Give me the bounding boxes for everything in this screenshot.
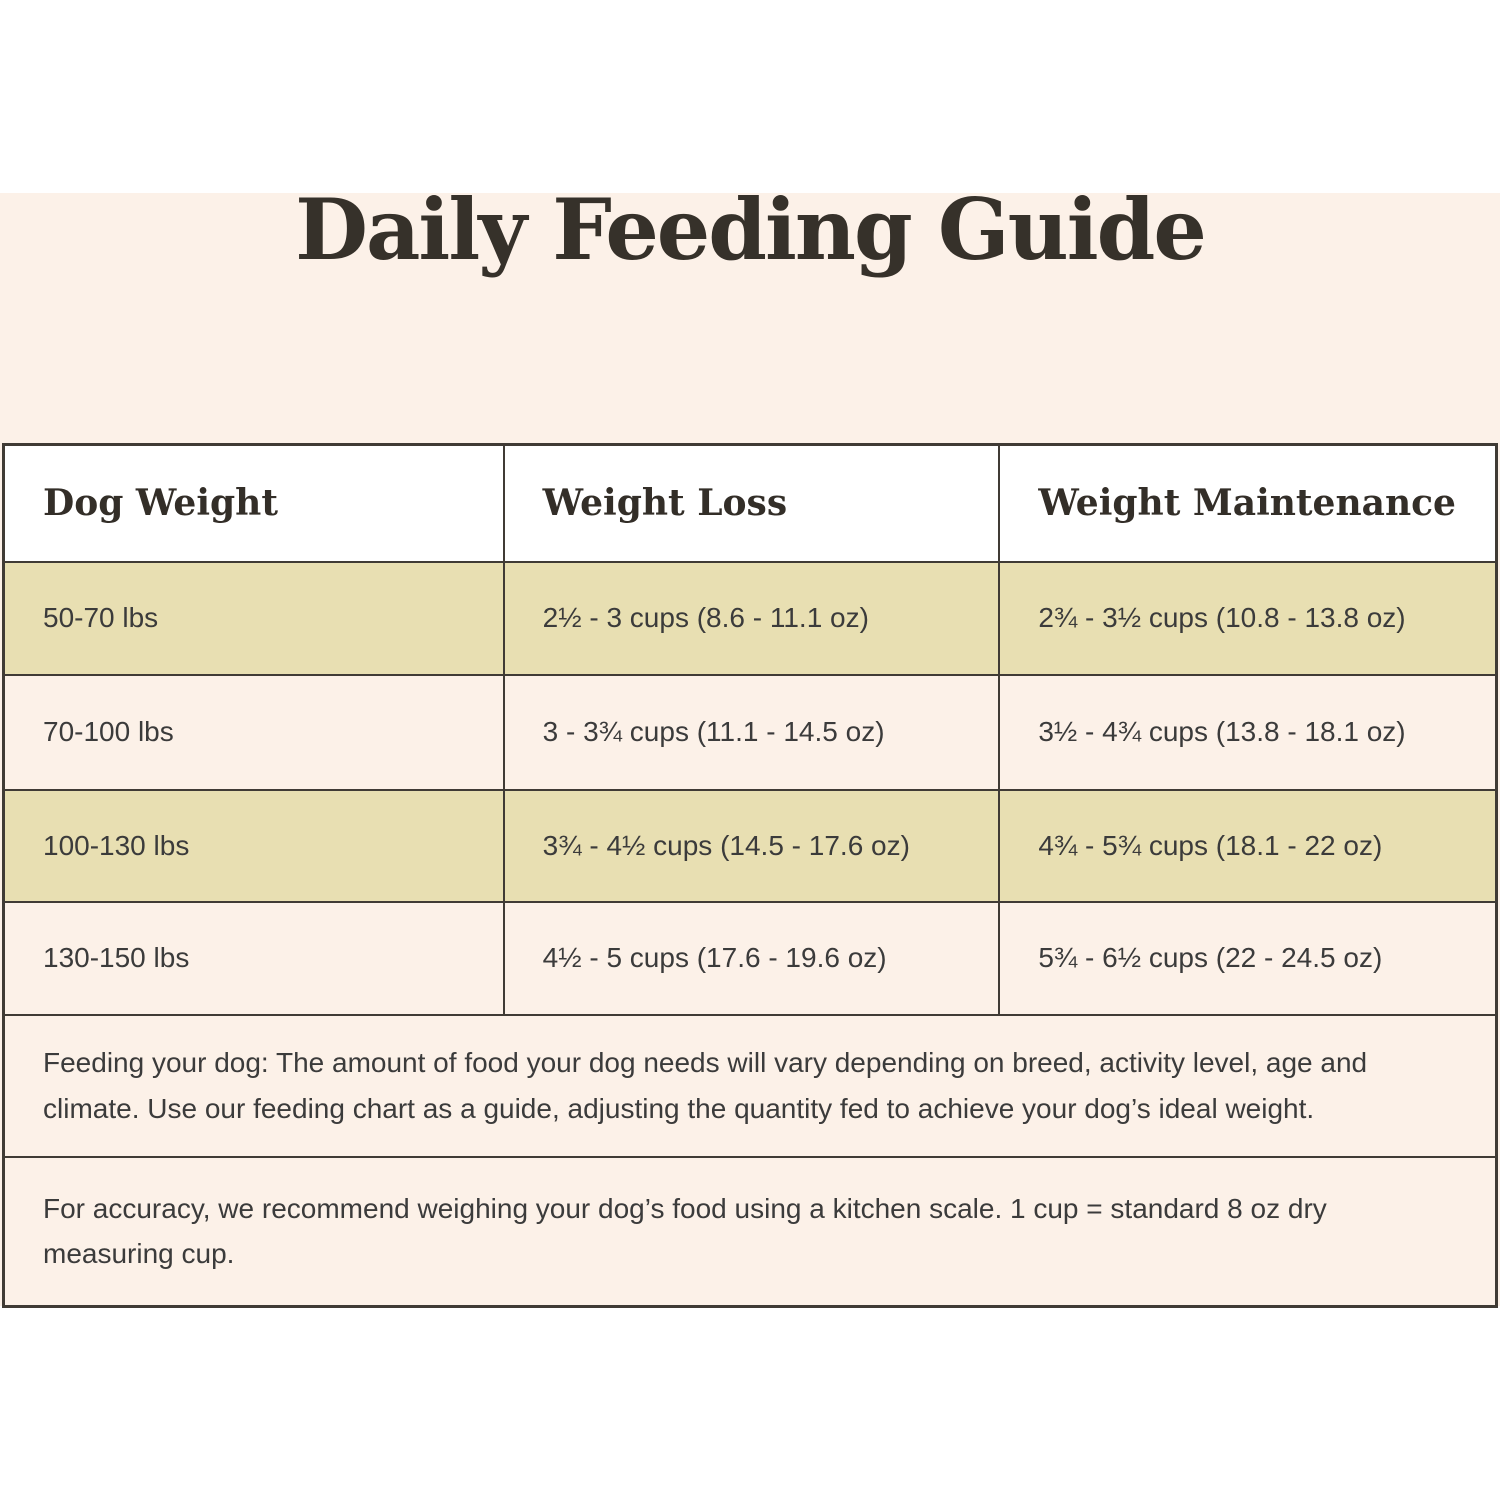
column-header-weight-maintenance: Weight Maintenance [998, 443, 1498, 563]
cell-weight-loss: 3¾ - 4½ cups (14.5 - 17.6 oz) [502, 788, 1001, 903]
feeding-guide-table: Dog Weight Weight Loss Weight Maintenanc… [2, 443, 1498, 1308]
cell-dog-weight: 130-150 lbs [2, 900, 505, 1016]
feeding-note: Feeding your dog: The amount of food you… [2, 1013, 1498, 1158]
cell-weight-maintenance: 4¾ - 5¾ cups (18.1 - 22 oz) [998, 788, 1498, 903]
cell-dog-weight: 70-100 lbs [2, 673, 505, 791]
cell-weight-loss: 2½ - 3 cups (8.6 - 11.1 oz) [502, 560, 1001, 676]
page-title: Daily Feeding Guide [295, 180, 1207, 279]
cell-weight-maintenance: 2¾ - 3½ cups (10.8 - 13.8 oz) [998, 560, 1498, 676]
column-header-weight-loss: Weight Loss [502, 443, 1001, 563]
cell-weight-maintenance: 3½ - 4¾ cups (13.8 - 18.1 oz) [998, 673, 1498, 791]
cell-dog-weight: 50-70 lbs [2, 560, 505, 676]
cell-weight-maintenance: 5¾ - 6½ cups (22 - 24.5 oz) [998, 900, 1498, 1016]
cell-weight-loss: 4½ - 5 cups (17.6 - 19.6 oz) [502, 900, 1001, 1016]
cell-dog-weight: 100-130 lbs [2, 788, 505, 903]
table-row: 50-70 lbs 2½ - 3 cups (8.6 - 11.1 oz) 2¾… [2, 560, 1498, 676]
table-row: 100-130 lbs 3¾ - 4½ cups (14.5 - 17.6 oz… [2, 788, 1498, 903]
table-note-row: Feeding your dog: The amount of food you… [2, 1013, 1498, 1158]
table-header-row: Dog Weight Weight Loss Weight Maintenanc… [2, 443, 1498, 563]
cell-weight-loss: 3 - 3¾ cups (11.1 - 14.5 oz) [502, 673, 1001, 791]
table-note-row: For accuracy, we recommend weighing your… [2, 1155, 1498, 1308]
accuracy-note: For accuracy, we recommend weighing your… [2, 1155, 1498, 1308]
column-header-dog-weight: Dog Weight [2, 443, 505, 563]
table-row: 130-150 lbs 4½ - 5 cups (17.6 - 19.6 oz)… [2, 900, 1498, 1016]
table-row: 70-100 lbs 3 - 3¾ cups (11.1 - 14.5 oz) … [2, 673, 1498, 791]
